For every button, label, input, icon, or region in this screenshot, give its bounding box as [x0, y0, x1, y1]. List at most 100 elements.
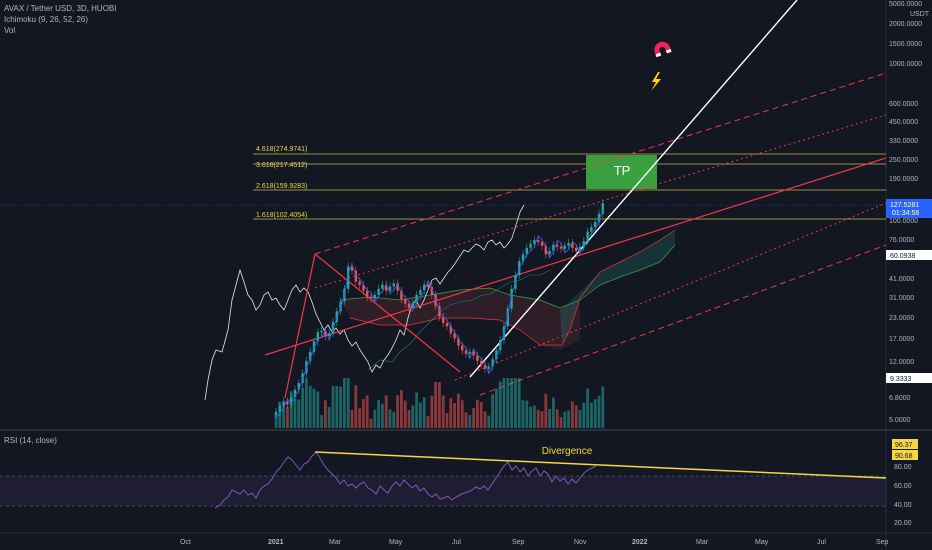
- candle[interactable]: [476, 355, 479, 361]
- time-axis[interactable]: Oct 2021 Mar May Jul Sep Nov 2022 Mar Ma…: [180, 539, 889, 546]
- candle[interactable]: [290, 397, 293, 405]
- candle[interactable]: [506, 308, 509, 327]
- candle[interactable]: [567, 242, 570, 246]
- candle[interactable]: [407, 303, 411, 308]
- candle[interactable]: [491, 359, 494, 367]
- candle[interactable]: [445, 322, 449, 327]
- candle[interactable]: [426, 284, 430, 287]
- candle[interactable]: [309, 351, 312, 361]
- channel-median[interactable]: [264, 157, 886, 356]
- divergence-line[interactable]: [314, 451, 887, 479]
- volume-bar: [521, 400, 525, 428]
- candle[interactable]: [301, 373, 304, 384]
- trend-line[interactable]: [469, 0, 798, 378]
- candle[interactable]: [274, 411, 278, 415]
- candle[interactable]: [449, 326, 452, 334]
- channel-upper-dotted[interactable]: [314, 114, 886, 289]
- rsi-axis[interactable]: 96.37 90.68 80.00 60.00 40.00 20.00: [892, 439, 918, 527]
- candle[interactable]: [480, 360, 483, 365]
- candle[interactable]: [347, 266, 350, 289]
- time-tick: Jul: [817, 539, 826, 546]
- candle[interactable]: [430, 286, 433, 295]
- candle[interactable]: [578, 246, 582, 251]
- candle[interactable]: [529, 243, 532, 248]
- candle[interactable]: [544, 245, 547, 255]
- candle[interactable]: [453, 333, 456, 339]
- candle[interactable]: [483, 364, 487, 369]
- candle[interactable]: [537, 240, 540, 242]
- candle[interactable]: [559, 246, 563, 249]
- candle[interactable]: [487, 366, 490, 369]
- candle[interactable]: [331, 321, 335, 334]
- candle[interactable]: [499, 340, 502, 351]
- candle[interactable]: [582, 240, 585, 247]
- candle[interactable]: [461, 345, 464, 351]
- main-pane[interactable]: 4.618(274.9741) 3.618(217.4512) 2.618(15…: [204, 0, 886, 428]
- channel-lower-dashed[interactable]: [479, 244, 886, 396]
- candle[interactable]: [468, 351, 471, 354]
- candle[interactable]: [400, 290, 403, 300]
- candle[interactable]: [442, 316, 445, 323]
- candle[interactable]: [533, 240, 536, 244]
- tp-target-box[interactable]: [586, 155, 657, 189]
- candle[interactable]: [312, 341, 316, 352]
- candle[interactable]: [286, 401, 289, 405]
- candle[interactable]: [377, 288, 380, 295]
- candle[interactable]: [320, 330, 323, 333]
- fib-extension[interactable]: 4.618(274.9741) 3.618(217.4512) 2.618(15…: [253, 146, 886, 220]
- candle[interactable]: [328, 333, 331, 336]
- candle[interactable]: [525, 247, 528, 255]
- candle[interactable]: [594, 222, 597, 228]
- candle[interactable]: [282, 401, 285, 406]
- candle[interactable]: [388, 286, 392, 291]
- candle[interactable]: [601, 203, 604, 214]
- candle[interactable]: [563, 245, 566, 249]
- candle[interactable]: [571, 242, 574, 248]
- price-axis[interactable]: 5000.0000 USDT 2000.0000 1500.0000 1000.…: [886, 1, 932, 424]
- candle[interactable]: [358, 281, 361, 286]
- candle[interactable]: [411, 302, 414, 308]
- candle[interactable]: [556, 244, 559, 247]
- candle[interactable]: [495, 350, 498, 360]
- candle[interactable]: [392, 283, 395, 287]
- channel-lower-dotted[interactable]: [454, 202, 886, 381]
- candle[interactable]: [423, 284, 426, 291]
- candle[interactable]: [415, 294, 418, 303]
- candle[interactable]: [385, 284, 388, 291]
- volume-bar: [533, 405, 536, 428]
- candle[interactable]: [278, 405, 281, 412]
- candle[interactable]: [521, 254, 525, 262]
- candle[interactable]: [404, 299, 407, 304]
- candle[interactable]: [510, 288, 513, 309]
- candle[interactable]: [335, 311, 338, 322]
- candle[interactable]: [362, 285, 365, 291]
- candle[interactable]: [548, 250, 551, 255]
- candle[interactable]: [396, 283, 399, 291]
- candle[interactable]: [339, 301, 342, 312]
- pitchfork-handle-left[interactable]: [284, 253, 316, 399]
- candle[interactable]: [350, 266, 354, 271]
- candle[interactable]: [381, 284, 384, 289]
- candle[interactable]: [366, 290, 369, 297]
- candle[interactable]: [354, 270, 357, 282]
- candle[interactable]: [373, 294, 376, 299]
- candle[interactable]: [457, 338, 460, 346]
- rsi-pane[interactable]: Divergence: [0, 446, 887, 509]
- candle[interactable]: [464, 350, 468, 354]
- pitchfork-handle-right[interactable]: [314, 253, 461, 373]
- candle[interactable]: [540, 241, 544, 246]
- candle[interactable]: [438, 306, 441, 317]
- candle[interactable]: [597, 213, 601, 223]
- candle[interactable]: [472, 351, 475, 356]
- candle[interactable]: [297, 383, 300, 390]
- candle[interactable]: [590, 227, 593, 232]
- candle[interactable]: [316, 332, 319, 342]
- candle[interactable]: [324, 330, 327, 336]
- candle[interactable]: [419, 290, 422, 295]
- candle[interactable]: [575, 247, 578, 251]
- candle[interactable]: [586, 231, 589, 241]
- candle[interactable]: [293, 389, 297, 398]
- candle[interactable]: [552, 244, 555, 251]
- candle[interactable]: [369, 296, 373, 299]
